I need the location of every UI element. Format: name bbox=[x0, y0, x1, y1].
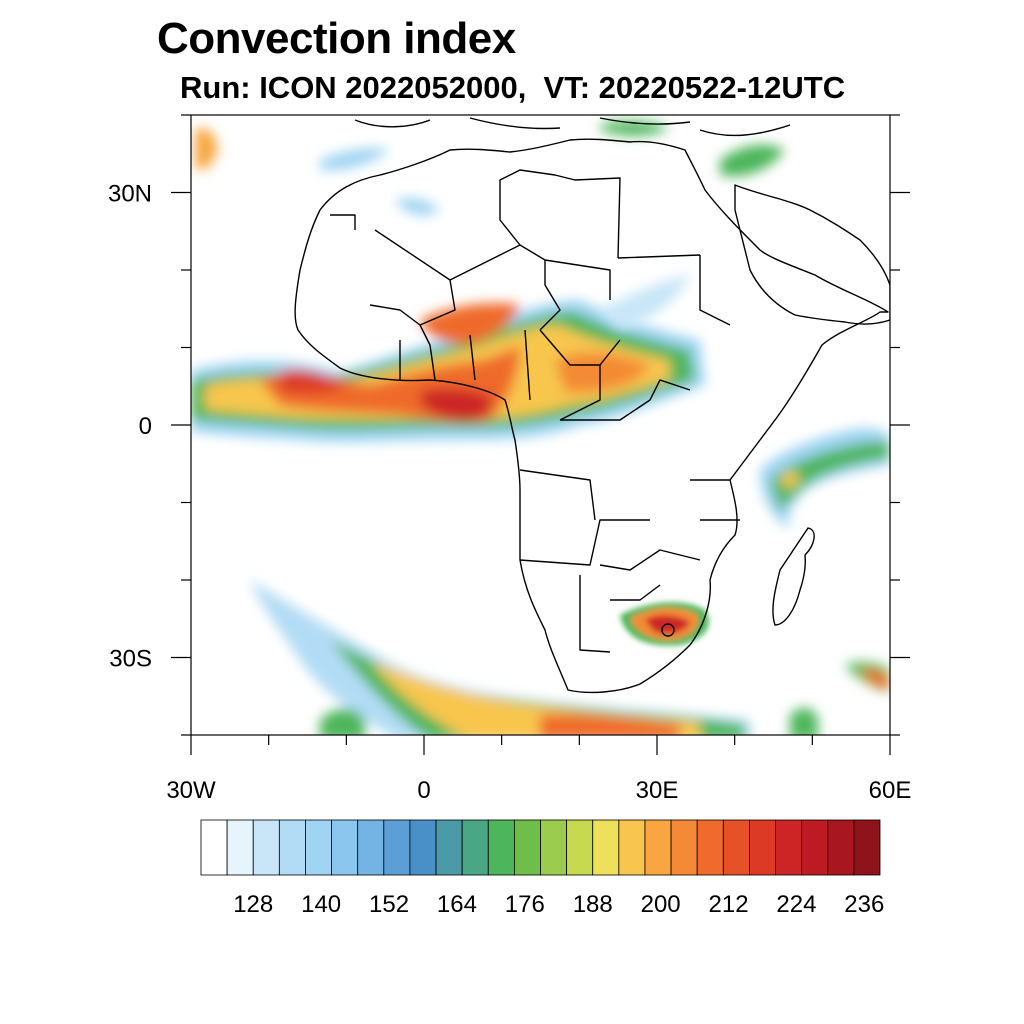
colorbar-swatch bbox=[357, 819, 385, 876]
colorbar-swatch bbox=[749, 819, 776, 876]
x-tick-label: 60E bbox=[869, 777, 912, 804]
colorbar-label: 140 bbox=[301, 891, 341, 918]
colorbar-swatch bbox=[540, 819, 568, 876]
colorbar-label: 236 bbox=[844, 891, 884, 918]
colorbar-swatch bbox=[487, 819, 515, 876]
coastlines bbox=[294, 117, 890, 694]
colorbar-swatch bbox=[853, 819, 881, 876]
colorbar-swatch bbox=[827, 819, 855, 876]
chart-subtitle: Run: ICON 2022052000, VT: 20220522-12UTC bbox=[180, 70, 846, 105]
colorbar-label: 188 bbox=[573, 891, 613, 918]
x-tick-label: 30E bbox=[636, 777, 679, 804]
colorbar-label: 200 bbox=[641, 891, 681, 918]
itcz-band bbox=[191, 300, 705, 443]
southern-africa-cell bbox=[620, 602, 709, 646]
colorbar-label: 212 bbox=[709, 891, 749, 918]
colorbar-swatch bbox=[383, 819, 411, 876]
colorbar-swatch bbox=[775, 819, 803, 876]
colorbar-swatch bbox=[618, 819, 646, 876]
colorbar-swatch bbox=[305, 819, 332, 876]
y-tick-label: 0 bbox=[139, 413, 152, 440]
colorbar-label: 128 bbox=[233, 891, 273, 918]
colorbar-swatch bbox=[278, 819, 306, 876]
axis-ticks: 30W 0 30E 60E 30N 0 30S bbox=[108, 114, 912, 804]
colorbar-swatch bbox=[331, 819, 359, 876]
colorbar-label: 152 bbox=[369, 891, 409, 918]
north-streaks bbox=[195, 120, 785, 330]
colorbar-swatch bbox=[722, 819, 750, 876]
y-tick-label: 30S bbox=[109, 646, 152, 673]
colorbar-label: 224 bbox=[776, 891, 816, 918]
southern-ocean-band bbox=[250, 580, 818, 735]
colorbar-swatch bbox=[252, 819, 280, 876]
colorbar-swatch bbox=[801, 819, 829, 876]
convection-field bbox=[191, 120, 890, 735]
x-tick-label: 0 bbox=[417, 777, 430, 804]
colorbar-swatch bbox=[670, 819, 698, 876]
x-tick-label: 30W bbox=[166, 777, 216, 804]
colorbar-swatch bbox=[200, 819, 228, 876]
colorbar-swatch bbox=[592, 819, 620, 876]
colorbar-swatch bbox=[696, 819, 724, 876]
colorbar-swatch bbox=[226, 819, 254, 876]
chart-title: Convection index bbox=[157, 14, 516, 63]
colorbar-swatch bbox=[513, 819, 541, 876]
colorbar-swatch bbox=[409, 819, 437, 876]
colorbar-label: 164 bbox=[437, 891, 477, 918]
colorbar-swatch bbox=[566, 819, 594, 876]
indian-ocean-band bbox=[760, 428, 890, 692]
colorbar-swatch bbox=[435, 819, 463, 876]
colorbar: 128 140 152 164 176 188 200 212 224 236 bbox=[200, 819, 884, 918]
colorbar-swatch bbox=[644, 819, 672, 876]
y-tick-label: 30N bbox=[108, 181, 152, 208]
colorbar-label: 176 bbox=[505, 891, 545, 918]
colorbar-swatch bbox=[461, 819, 489, 876]
